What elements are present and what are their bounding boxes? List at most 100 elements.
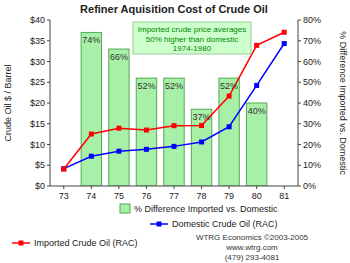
y2-tick — [298, 123, 301, 124]
legend-swatch — [120, 204, 130, 213]
y2-tick-label: 40% — [303, 98, 321, 108]
y2-axis-label: % Difference Imported vs. Domestic — [338, 31, 348, 175]
y2-tick-label: 20% — [303, 140, 321, 150]
y2-tick-label: 60% — [303, 57, 321, 67]
bar — [109, 49, 129, 186]
x-tick — [229, 186, 230, 189]
credit: (479) 293-4081 — [225, 253, 280, 262]
annotation: 1974-1980 — [173, 44, 212, 53]
marker — [116, 126, 121, 131]
x-tick — [284, 186, 285, 189]
x-tick — [146, 186, 147, 189]
legend-label: Domestic Crude Oil (RAC) — [172, 219, 278, 229]
marker — [227, 124, 232, 129]
y-tick — [47, 40, 50, 41]
marker — [172, 144, 177, 149]
y-tick-label: $35 — [30, 36, 45, 46]
y-tick-label: $5 — [35, 160, 45, 170]
marker — [89, 132, 94, 137]
marker — [172, 123, 177, 128]
marker — [61, 166, 66, 171]
marker — [254, 43, 259, 48]
marker — [144, 128, 149, 133]
x-tick-label: 80 — [252, 191, 262, 201]
y-tick — [47, 82, 50, 83]
y2-tick — [298, 165, 301, 166]
data-label: 66% — [110, 52, 128, 62]
y2-tick-label: 30% — [303, 119, 321, 129]
y2-tick — [298, 103, 301, 104]
y-tick — [47, 123, 50, 124]
marker — [227, 94, 232, 99]
y-tick-label: $0 — [35, 181, 45, 191]
x-tick-label: 81 — [279, 191, 289, 201]
y-tick — [47, 144, 50, 145]
marker — [144, 147, 149, 152]
y2-tick-label: 10% — [303, 160, 321, 170]
data-label: 37% — [193, 112, 211, 122]
annotation-box — [133, 22, 251, 54]
legend-marker — [19, 241, 24, 246]
annotation: Imported crude price averages — [138, 25, 247, 34]
x-tick — [201, 186, 202, 189]
x-tick — [118, 186, 119, 189]
data-label: 74% — [82, 35, 100, 45]
data-label: 52% — [220, 81, 238, 91]
bar — [164, 78, 184, 186]
x-tick — [63, 186, 64, 189]
x-tick-label: 76 — [141, 191, 151, 201]
legend-marker — [157, 222, 162, 227]
y2-tick-label: 80% — [303, 15, 321, 25]
y-axis-label: Crude Oil $ / Barrel — [3, 64, 13, 141]
y-tick-label: $10 — [30, 140, 45, 150]
bar — [191, 109, 211, 186]
y-tick — [47, 20, 50, 21]
legend-label: Imported Crude Oil (RAC) — [34, 238, 138, 248]
y2-tick-label: 50% — [303, 77, 321, 87]
x-tick — [174, 186, 175, 189]
credit: www.wtrg.com — [225, 243, 278, 252]
legend-label: % Difference Imported vs. Domestic — [134, 204, 278, 214]
y-tick-label: $30 — [30, 57, 45, 67]
y2-tick-label: 0% — [303, 181, 316, 191]
marker — [199, 123, 204, 128]
y-tick-label: $15 — [30, 119, 45, 129]
chart: Refiner Aquisition Cost of Crude Oil74%6… — [0, 0, 350, 263]
marker — [61, 167, 66, 172]
y-tick-label: $25 — [30, 77, 45, 87]
x-tick-label: 77 — [169, 191, 179, 201]
data-label: 52% — [165, 81, 183, 91]
y2-tick-label: 70% — [303, 36, 321, 46]
x-tick-label: 78 — [197, 191, 207, 201]
bar — [136, 78, 156, 186]
marker — [89, 154, 94, 159]
bar — [246, 103, 266, 186]
y-tick — [47, 103, 50, 104]
marker — [282, 30, 287, 35]
y2-tick — [298, 61, 301, 62]
x-tick — [91, 186, 92, 189]
x-tick-label: 79 — [224, 191, 234, 201]
y-tick — [47, 61, 50, 62]
y-tick — [47, 165, 50, 166]
y-tick — [47, 186, 50, 187]
marker — [254, 83, 259, 88]
y2-tick — [298, 82, 301, 83]
y2-tick — [298, 20, 301, 21]
line — [64, 44, 284, 169]
x-tick-label: 74 — [86, 191, 96, 201]
y-tick-label: $40 — [30, 15, 45, 25]
background — [0, 0, 350, 263]
x-tick-label: 75 — [114, 191, 124, 201]
x-tick-label: 73 — [59, 191, 69, 201]
x-tick — [256, 186, 257, 189]
y2-tick — [298, 186, 301, 187]
credit: WTRG Economics ©2003-2005 — [196, 233, 309, 242]
y-tick-label: $20 — [30, 98, 45, 108]
marker — [282, 41, 287, 46]
data-label: 52% — [137, 81, 155, 91]
marker — [116, 149, 121, 154]
y2-tick — [298, 144, 301, 145]
bar — [81, 32, 101, 186]
marker — [199, 139, 204, 144]
